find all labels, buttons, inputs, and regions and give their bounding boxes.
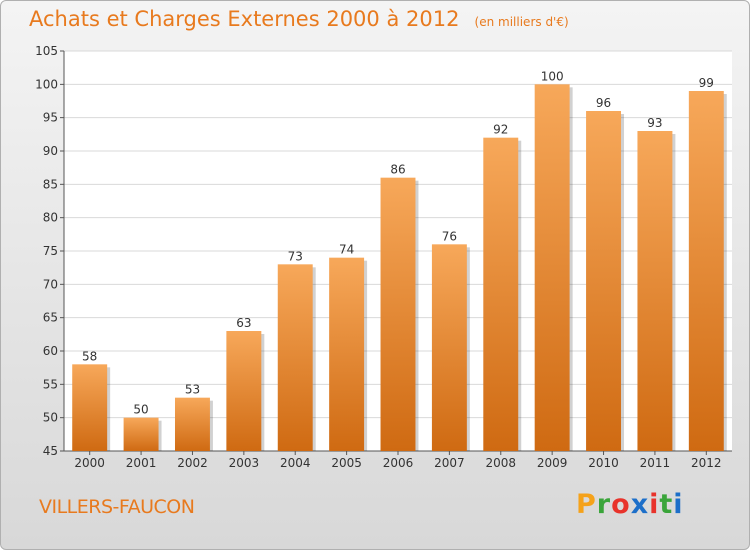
y-tick-label: 50 bbox=[43, 411, 58, 425]
x-tick-label: 2011 bbox=[640, 456, 671, 470]
x-tick-label: 2003 bbox=[229, 456, 260, 470]
y-tick-label: 65 bbox=[43, 311, 58, 325]
y-tick-label: 70 bbox=[43, 277, 58, 291]
bar bbox=[329, 257, 365, 451]
data-label: 58 bbox=[82, 349, 97, 363]
city-name: VILLERS-FAUCON bbox=[39, 496, 195, 518]
logo-letter: x bbox=[630, 489, 650, 520]
data-label: 100 bbox=[541, 69, 564, 83]
logo-letter: i bbox=[673, 489, 684, 520]
bar bbox=[123, 417, 159, 451]
data-label: 92 bbox=[493, 123, 508, 137]
data-label: 74 bbox=[339, 243, 354, 257]
proxiti-logo: Proxiti bbox=[576, 489, 684, 520]
data-label: 96 bbox=[596, 96, 611, 110]
y-tick-label: 90 bbox=[43, 144, 58, 158]
axes: 45 50 55 60 65 70 75 80 85 90 95 100 105 2000 2001 2002… bbox=[35, 44, 732, 470]
y-tick-label: 60 bbox=[43, 344, 58, 358]
logo-letter: P bbox=[576, 489, 597, 520]
bar bbox=[483, 137, 519, 451]
data-label: 99 bbox=[699, 76, 714, 90]
x-tick-label: 2007 bbox=[434, 456, 465, 470]
x-tick-label: 2000 bbox=[74, 456, 105, 470]
chart-unit: (en milliers d'€) bbox=[474, 15, 569, 29]
data-label: 93 bbox=[647, 116, 662, 130]
y-tick-label: 75 bbox=[43, 244, 58, 258]
bar bbox=[688, 91, 724, 451]
bar bbox=[586, 111, 622, 451]
data-label: 86 bbox=[390, 163, 405, 177]
y-tick-label: 55 bbox=[43, 377, 58, 391]
bar bbox=[277, 264, 313, 451]
bar bbox=[226, 331, 262, 451]
y-tick-label: 85 bbox=[43, 177, 58, 191]
title-row: Achats et Charges Externes 2000 à 2012 (… bbox=[29, 7, 569, 31]
logo-letter: r bbox=[596, 489, 612, 520]
x-tick-label: 2006 bbox=[383, 456, 414, 470]
y-tick-label: 45 bbox=[43, 444, 58, 458]
chart-title: Achats et Charges Externes 2000 à 2012 bbox=[29, 7, 460, 31]
logo-letter: t bbox=[659, 489, 674, 520]
data-label: 50 bbox=[133, 403, 148, 417]
bar bbox=[380, 177, 416, 451]
x-tick-label: 2009 bbox=[537, 456, 568, 470]
data-label: 53 bbox=[185, 383, 200, 397]
data-labels: 58 50 53 63 73 74 86 76 92 100 96 93 99 bbox=[82, 69, 714, 416]
y-tick-label: 95 bbox=[43, 111, 58, 125]
bar bbox=[72, 364, 108, 451]
bar bbox=[431, 244, 467, 451]
x-tick-label: 2012 bbox=[691, 456, 722, 470]
x-tick-label: 2004 bbox=[280, 456, 311, 470]
x-tick-label: 2008 bbox=[485, 456, 516, 470]
data-label: 76 bbox=[442, 229, 457, 243]
x-tick-label: 2005 bbox=[331, 456, 362, 470]
x-tick-label: 2001 bbox=[126, 456, 157, 470]
bar bbox=[534, 84, 570, 451]
y-tick-label: 100 bbox=[35, 77, 58, 91]
data-label: 63 bbox=[236, 316, 251, 330]
bar bbox=[174, 397, 210, 451]
data-label: 73 bbox=[288, 249, 303, 263]
x-tick-label: 2010 bbox=[588, 456, 619, 470]
bar bbox=[637, 131, 673, 451]
y-tick-label: 80 bbox=[43, 211, 58, 225]
logo-letter: i bbox=[649, 489, 660, 520]
y-tick-label: 105 bbox=[35, 44, 58, 58]
bars bbox=[72, 84, 727, 451]
x-tick-label: 2002 bbox=[177, 456, 208, 470]
logo-letter: o bbox=[611, 489, 631, 520]
